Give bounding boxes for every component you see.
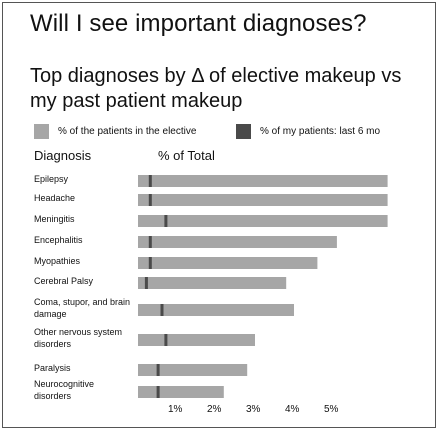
diagnosis-column-header: Diagnosis xyxy=(34,148,92,163)
legend-swatch-elective xyxy=(34,124,49,139)
elective-bar xyxy=(138,277,287,289)
category-label: Neurocognitive disorders xyxy=(34,379,95,401)
category-label: Other nervous system disorders xyxy=(34,327,123,349)
past-patient-bar xyxy=(148,257,152,269)
past-patient-bar xyxy=(164,215,168,227)
category-label: Myopathies xyxy=(34,256,81,266)
elective-bar xyxy=(138,304,294,316)
past-patient-bar xyxy=(160,304,164,316)
category-label: Headache xyxy=(34,193,76,203)
x-tick-label: 5% xyxy=(324,404,339,415)
elective-bar xyxy=(138,194,388,206)
elective-bar xyxy=(138,215,388,227)
legend-label-elective: % of the patients in the elective xyxy=(58,126,197,137)
past-patient-bar xyxy=(148,175,152,187)
past-patient-bar xyxy=(156,386,160,398)
x-tick-label: 1% xyxy=(168,404,183,415)
legend-label-past: % of my patients: last 6 mo xyxy=(260,126,381,137)
percent-column-header: % of Total xyxy=(158,148,215,163)
elective-bar xyxy=(138,364,248,376)
past-patient-bar xyxy=(164,334,168,346)
legend-swatch-past xyxy=(236,124,251,139)
x-tick-label: 2% xyxy=(207,404,222,415)
past-patient-bar xyxy=(144,277,148,289)
category-label: Coma, stupor, and brain damage xyxy=(34,297,131,319)
past-patient-bar xyxy=(148,236,152,248)
x-tick-label: 4% xyxy=(285,404,300,415)
category-label: Paralysis xyxy=(34,363,71,373)
elective-bar xyxy=(138,386,224,398)
elective-bar xyxy=(138,257,318,269)
elective-bar xyxy=(138,334,255,346)
x-tick-label: 3% xyxy=(246,404,261,415)
past-patient-bar xyxy=(148,194,152,206)
category-label: Encephalitis xyxy=(34,235,83,245)
elective-bar xyxy=(138,236,337,248)
chart-subtitle: Top diagnoses by Δ of elective makeup vs… xyxy=(30,65,402,112)
past-patient-bar xyxy=(156,364,160,376)
page-title: Will I see important diagnoses? xyxy=(30,10,367,37)
elective-bar xyxy=(138,175,388,187)
category-label: Epilepsy xyxy=(34,174,69,184)
category-label: Meningitis xyxy=(34,214,75,224)
category-label: Cerebral Palsy xyxy=(34,276,94,286)
